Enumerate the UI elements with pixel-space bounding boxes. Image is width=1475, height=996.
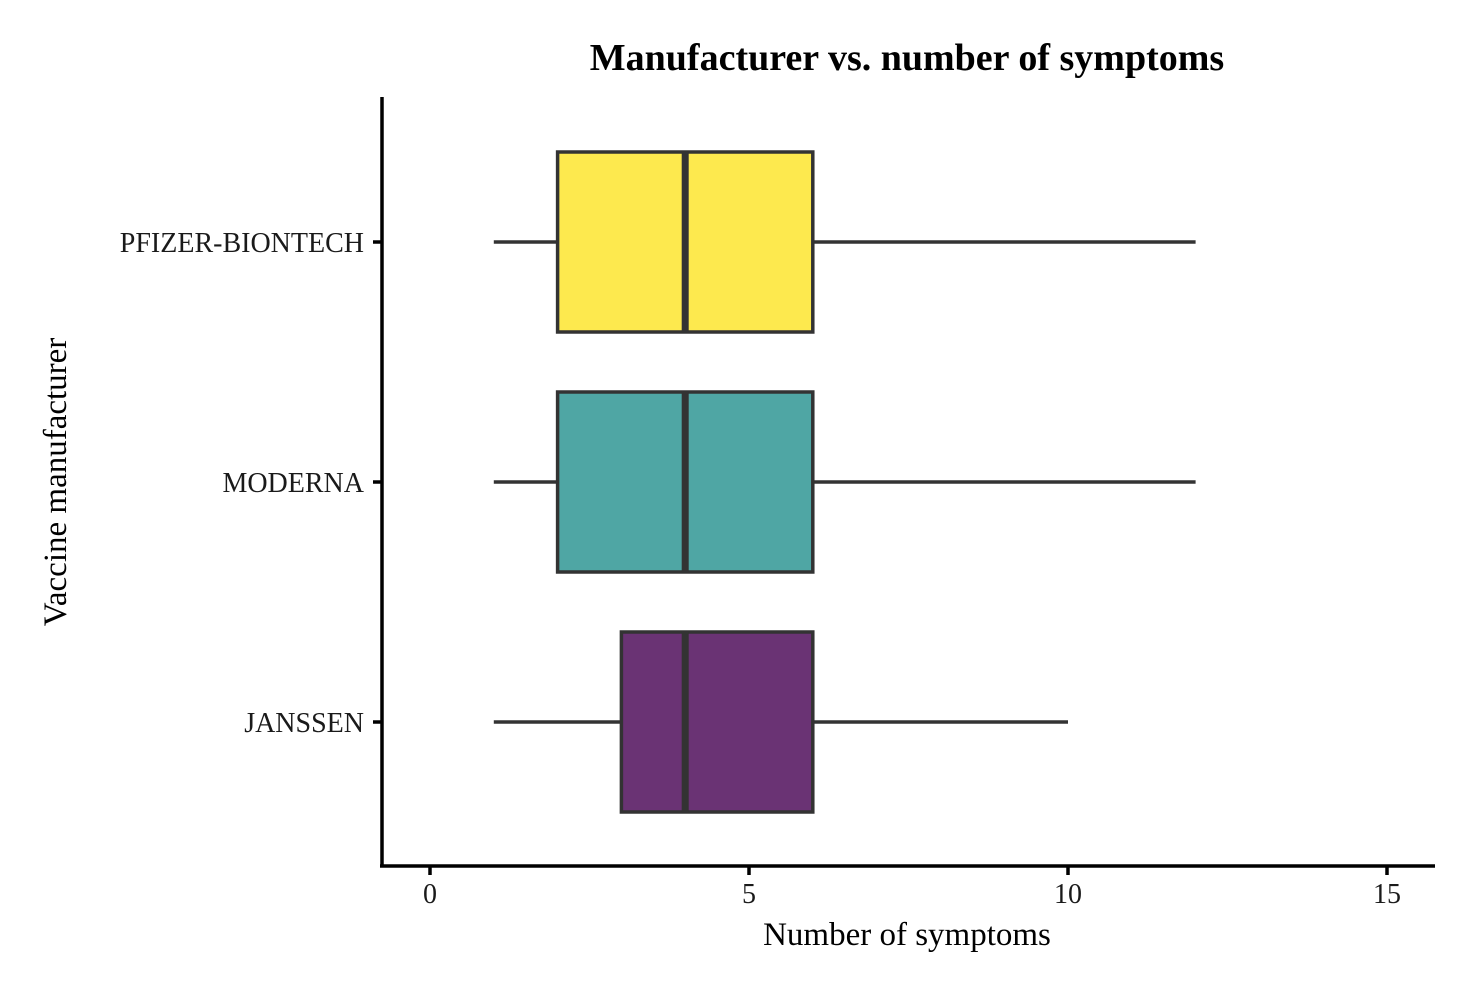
box-group: [493, 150, 1196, 334]
y-tick-label: PFIZER-BIONTECH: [120, 228, 364, 259]
x-tick-label: 10: [1054, 879, 1082, 910]
y-axis-ticks: PFIZER-BIONTECH MODERNA JANSSEN: [120, 228, 382, 739]
box-group: [493, 390, 1196, 574]
plot-area: [493, 150, 1196, 814]
x-tick-label: 15: [1373, 879, 1401, 910]
iqr-box: [619, 630, 815, 814]
y-tick-label: MODERNA: [222, 468, 364, 499]
y-axis-title: Vaccine manufacturer: [38, 338, 74, 627]
box-group: [493, 630, 1068, 814]
x-axis-ticks: 0 5 10 15: [423, 866, 1401, 910]
x-tick-label: 0: [423, 879, 437, 910]
y-tick-label: JANSSEN: [244, 708, 364, 739]
x-tick-label: 5: [742, 879, 756, 910]
x-axis-title: Number of symptoms: [763, 917, 1051, 953]
chart-title: Manufacturer vs. number of symptoms: [590, 37, 1224, 79]
